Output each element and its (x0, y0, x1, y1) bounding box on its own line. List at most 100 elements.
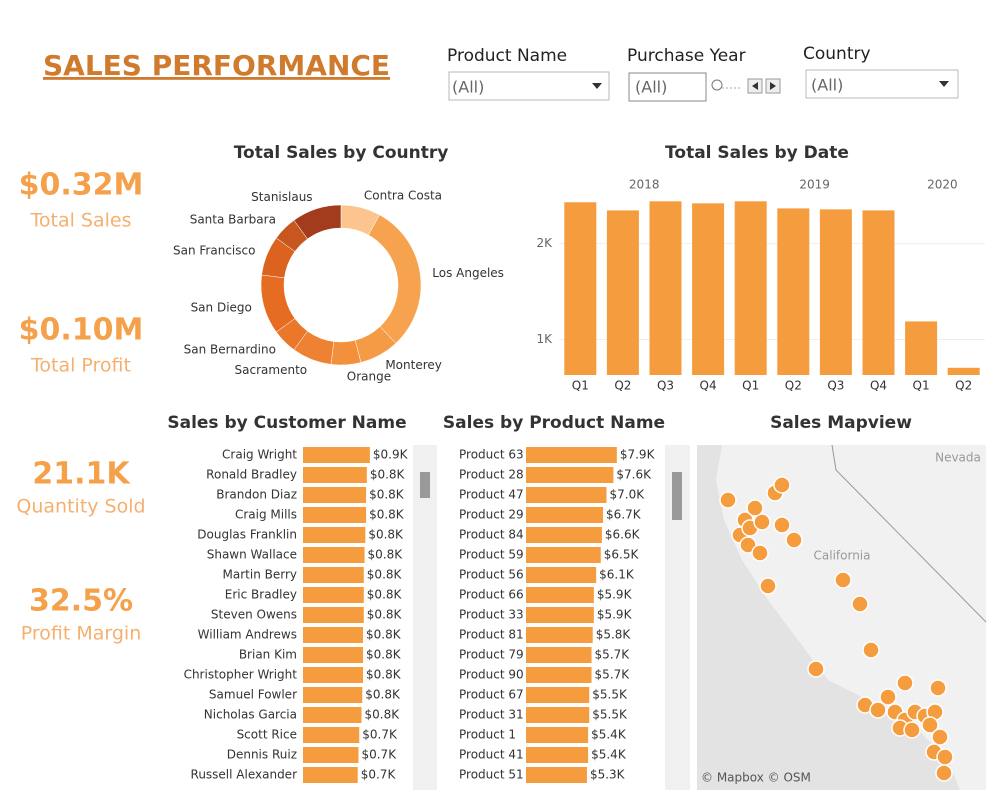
bar[interactable] (777, 208, 810, 375)
bar[interactable] (303, 667, 364, 683)
bar[interactable] (526, 687, 590, 703)
bar[interactable] (303, 627, 364, 643)
y-tick-label: Product 63 (459, 448, 524, 462)
bar[interactable] (649, 201, 682, 375)
map-point[interactable] (936, 748, 954, 766)
pie-slice[interactable] (293, 204, 342, 240)
bar[interactable] (526, 627, 593, 643)
map-point[interactable] (931, 728, 949, 746)
map-point[interactable] (834, 571, 852, 589)
bar[interactable] (303, 707, 362, 723)
value-label: $0.9K (373, 448, 409, 462)
bar[interactable] (303, 767, 358, 783)
map-point[interactable] (773, 516, 791, 534)
value-label: $0.8K (368, 548, 404, 562)
map-point[interactable] (851, 595, 869, 613)
bar[interactable] (564, 202, 597, 375)
kpi-label: Quantity Sold (16, 496, 145, 518)
y-tick-label: Product 41 (459, 748, 524, 762)
bar[interactable] (303, 467, 367, 483)
bar[interactable] (526, 747, 589, 763)
map-point[interactable] (785, 531, 803, 549)
map-point[interactable] (807, 660, 825, 678)
map-point[interactable] (935, 764, 953, 782)
bar[interactable] (303, 587, 364, 603)
bar[interactable] (526, 467, 614, 483)
bar[interactable] (947, 367, 980, 375)
scrollbar[interactable] (413, 445, 437, 790)
bar[interactable] (862, 210, 895, 375)
slider-handle[interactable] (711, 79, 723, 91)
year-input[interactable] (628, 72, 707, 102)
bar[interactable] (526, 767, 587, 783)
y-tick-label: Product 56 (459, 568, 524, 582)
bar[interactable] (905, 321, 938, 375)
map-point[interactable] (759, 577, 777, 595)
year-label: 2018 (629, 178, 660, 192)
bar[interactable] (303, 687, 363, 703)
value-label: $5.9K (597, 608, 633, 622)
value-label: $0.8K (365, 688, 401, 702)
bar[interactable] (303, 487, 367, 503)
value-label: $6.1K (599, 568, 635, 582)
bar[interactable] (692, 203, 725, 375)
chart-title: Total Sales by Date (665, 143, 849, 163)
bar[interactable] (303, 527, 366, 543)
bar[interactable] (526, 527, 602, 543)
bar[interactable] (734, 201, 767, 375)
y-tick-label: Product 33 (459, 608, 524, 622)
slice-label: San Francisco (173, 244, 255, 258)
y-tick-label: Russell Alexander (191, 768, 298, 782)
bar[interactable] (526, 607, 594, 623)
bar[interactable] (526, 647, 592, 663)
scroll-thumb[interactable] (420, 472, 430, 498)
y-tick-label: William Andrews (198, 628, 297, 642)
bar[interactable] (303, 747, 359, 763)
bar[interactable] (303, 447, 370, 463)
value-label: $0.8K (370, 468, 406, 482)
map-point[interactable] (921, 716, 939, 734)
dropdown[interactable] (805, 69, 959, 99)
bar[interactable] (526, 447, 617, 463)
bar[interactable] (526, 567, 597, 583)
map-point[interactable] (751, 544, 769, 562)
map[interactable] (697, 444, 987, 790)
bar[interactable] (526, 547, 601, 563)
bar[interactable] (526, 587, 594, 603)
map-point[interactable] (929, 679, 947, 697)
map-point[interactable] (896, 674, 914, 692)
bar[interactable] (526, 707, 590, 723)
filter-label: Product Name (447, 46, 567, 66)
map-point[interactable] (719, 491, 737, 509)
bar[interactable] (606, 210, 639, 375)
y-tick-label: Ronald Bradley (206, 468, 297, 482)
map-point[interactable] (903, 721, 921, 739)
value-label: $5.8K (596, 628, 632, 642)
bar[interactable] (303, 607, 364, 623)
bar[interactable] (303, 567, 364, 583)
bar[interactable] (526, 667, 592, 683)
map-point[interactable] (879, 688, 897, 706)
scroll-thumb[interactable] (672, 472, 682, 520)
dropdown-arrow (939, 81, 949, 87)
dropdown[interactable] (448, 71, 610, 101)
bar[interactable] (526, 727, 589, 743)
y-tick-label: Product 28 (459, 468, 524, 482)
bar[interactable] (303, 547, 365, 563)
bar[interactable] (303, 647, 364, 663)
map-point[interactable] (773, 476, 791, 494)
y-tick-label: Scott Rice (237, 728, 297, 742)
bar[interactable] (303, 507, 367, 523)
bar[interactable] (303, 727, 360, 743)
map-point[interactable] (862, 641, 880, 659)
map-point[interactable] (739, 536, 757, 554)
bar[interactable] (526, 507, 604, 523)
value-label: $0.8K (367, 588, 403, 602)
map-point[interactable] (753, 513, 771, 531)
bar[interactable] (526, 487, 607, 503)
map-point[interactable] (746, 499, 764, 517)
y-tick-label: Samuel Fowler (209, 688, 297, 702)
map-point[interactable] (869, 701, 887, 719)
bar[interactable] (819, 209, 852, 375)
